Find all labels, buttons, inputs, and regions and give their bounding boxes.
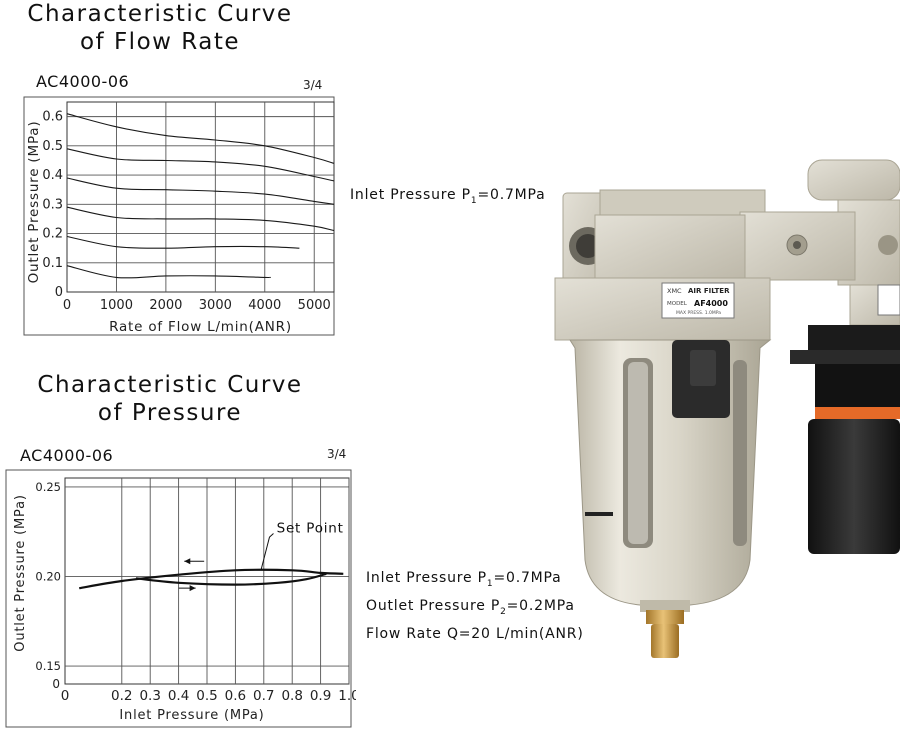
flow-series-line-5 xyxy=(66,235,300,249)
flow-x-axis-label: Rate of Flow L/min(ANR) xyxy=(109,319,292,335)
pressure-title-line2: of Pressure xyxy=(97,400,243,426)
pressure-note-flow: Flow Rate Q=20 L/min(ANR) xyxy=(366,626,584,642)
flow-plot-area xyxy=(66,101,335,293)
flow-y-tick-label: 0.3 xyxy=(42,197,63,212)
pressure-x-tick-label: 0.5 xyxy=(196,688,217,704)
air-filter-product-image: XMC AIR FILTER MODEL AF4000 MAX PRESS. 1… xyxy=(554,159,900,658)
pressure-x-tick-label: 1.0 xyxy=(338,688,356,704)
flow-x-tick-label: 1000 xyxy=(100,298,133,313)
flow-x-tick-label: 4000 xyxy=(248,298,281,313)
flow-title-line2: of Flow Rate xyxy=(79,29,241,55)
flow-series-line-3 xyxy=(66,177,335,205)
flow-x-tick-label: 0 xyxy=(63,298,71,313)
drain-valve xyxy=(646,610,684,658)
label-brand: XMC xyxy=(667,287,682,295)
pressure-y-tick-label: 0 xyxy=(52,677,60,691)
flow-y-tick-label: 0.6 xyxy=(42,110,63,125)
pressure-y-axis-label: Outlet Pressure (MPa) xyxy=(13,494,28,651)
pressure-chart: 0 0.2 0.3 0.4 0.5 0.6 0.7 0.8 0.9 1.0 0.15 0.20 0.25… xyxy=(5,469,356,728)
pressure-model-label: AC4000-06 xyxy=(20,446,114,465)
pressure-x-tick-label: 0.3 xyxy=(139,688,160,704)
regulator-unit xyxy=(790,159,900,554)
flow-series-line-2 xyxy=(66,148,335,182)
label-model: AF4000 xyxy=(694,299,728,308)
pressure-y-tick-label: 0.15 xyxy=(35,659,61,673)
pressure-x-tick-label: 0.2 xyxy=(111,688,132,704)
flow-series-line-1 xyxy=(66,113,335,164)
pressure-fraction-label: 3/4 xyxy=(327,447,347,461)
flow-x-tick-label: 2000 xyxy=(149,298,182,313)
pressure-x-tick-label: 0.8 xyxy=(281,688,302,704)
pressure-series-line-2 xyxy=(135,572,327,586)
flow-model-label: AC4000-06 xyxy=(36,72,130,91)
pressure-x-tick-label: 0 xyxy=(61,688,70,704)
filter-bowl xyxy=(569,339,772,612)
flow-x-tick-label: 5000 xyxy=(298,298,331,313)
flow-series-line-6 xyxy=(66,265,271,279)
flow-series-line-4 xyxy=(66,206,335,232)
pressure-x-tick-label: 0.9 xyxy=(310,688,331,704)
pressure-y-tick-label: 0.20 xyxy=(35,570,61,584)
pressure-note-inlet: Inlet Pressure P1=0.7MPa xyxy=(366,570,562,589)
pressure-arrow-right-head xyxy=(189,585,196,592)
flow-title-line1: Characteristic Curve xyxy=(27,1,293,27)
flow-y-tick-label: 0.2 xyxy=(42,227,63,242)
flow-fraction-label: 3/4 xyxy=(303,78,323,92)
pressure-x-tick-label: 0.6 xyxy=(225,688,246,704)
flow-y-tick-label: 0.5 xyxy=(42,139,63,154)
set-point-leader xyxy=(260,533,274,571)
pressure-x-tick-label: 0.7 xyxy=(253,688,274,704)
pressure-y-tick-label: 0.25 xyxy=(35,480,61,494)
label-press: MAX PRESS. 1.0MPa xyxy=(676,310,721,316)
pressure-notes: Inlet Pressure P1=0.7MPa Outlet Pressure… xyxy=(366,570,584,654)
flow-chart-title: Characteristic Curve of Flow Rate xyxy=(20,0,300,56)
flow-rate-chart: 0 1000 2000 3000 4000 5000 0 0.1 0.2 0.3 0.4 0.5 0.6… xyxy=(23,96,335,336)
pressure-title-line1: Characteristic Curve xyxy=(37,372,303,398)
set-point-label: Set Point xyxy=(277,521,344,537)
flow-y-tick-label: 0.1 xyxy=(42,256,63,271)
pressure-series-line-1 xyxy=(79,568,344,590)
flow-y-tick-label: 0 xyxy=(55,285,63,300)
pressure-note-outlet: Outlet Pressure P2=0.2MPa xyxy=(366,598,575,617)
pressure-arrow-left-head xyxy=(184,558,191,565)
filter-head: XMC AIR FILTER MODEL AF4000 MAX PRESS. 1… xyxy=(554,189,856,341)
flow-x-tick-label: 3000 xyxy=(199,298,232,313)
flow-y-tick-label: 0.4 xyxy=(42,168,63,183)
pressure-chart-title: Characteristic Curve of Pressure xyxy=(20,371,320,427)
pressure-chart-frame xyxy=(5,469,352,728)
label-model-prefix: MODEL xyxy=(667,301,688,307)
pressure-x-axis-label: Inlet Pressure (MPa) xyxy=(119,708,264,723)
flow-y-axis-label: Outlet Pressure (MPa) xyxy=(26,121,42,284)
pressure-x-tick-label: 0.4 xyxy=(168,688,189,704)
label-title: AIR FILTER xyxy=(688,287,730,295)
flow-inlet-pressure-note: Inlet Pressure P1=0.7MPa xyxy=(350,187,546,206)
